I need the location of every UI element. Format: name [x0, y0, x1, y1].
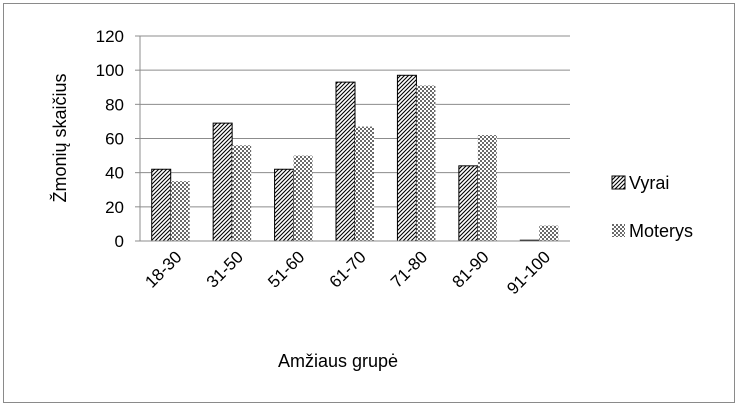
- y-tick-label: 100: [96, 61, 124, 80]
- y-tick-label: 40: [105, 164, 124, 183]
- legend-swatch-moterys: [612, 224, 625, 237]
- y-tick-label: 0: [115, 232, 124, 251]
- x-tick-label: 61-70: [326, 247, 370, 291]
- x-tick-label: 31-50: [203, 247, 247, 291]
- x-axis-title: Amžiaus grupė: [278, 351, 398, 371]
- y-tick-label: 80: [105, 95, 124, 114]
- bar-vyrai-61-70: [335, 81, 356, 242]
- bar-moterys-18-30: [170, 181, 190, 241]
- y-tick-label: 20: [105, 198, 124, 217]
- bar-vyrai-81-90: [458, 165, 479, 242]
- gridlines: [140, 35, 570, 208]
- bar-vyrai-31-50: [212, 122, 233, 242]
- bar-moterys-71-80: [416, 85, 436, 242]
- axes: [135, 35, 570, 242]
- legend: Vyrai Moterys: [611, 173, 693, 241]
- x-tick-label: 18-30: [141, 247, 185, 291]
- y-tick-label: 120: [96, 27, 124, 46]
- legend-label-vyrai: Vyrai: [629, 173, 669, 193]
- y-tick-labels: 0 20 40 60 80 100 120: [96, 27, 124, 251]
- bar-moterys-31-50: [232, 145, 252, 241]
- x-tick-label: 51-60: [264, 247, 308, 291]
- bar-vyrai-18-30: [151, 168, 172, 242]
- bar-moterys-51-60: [293, 155, 313, 241]
- bar-vyrai-71-80: [396, 74, 417, 242]
- x-tick-label: 91-100: [503, 247, 554, 298]
- legend-label-moterys: Moterys: [629, 221, 693, 241]
- y-axis-title: Žmonių skaičius: [50, 73, 70, 202]
- x-tick-label: 81-90: [449, 247, 493, 291]
- x-tick-label: 71-80: [387, 247, 431, 291]
- bar-moterys-91-100: [539, 225, 559, 241]
- bar-moterys-61-70: [355, 126, 374, 241]
- legend-swatch-vyrai: [611, 175, 626, 190]
- bars: [151, 74, 559, 242]
- bar-moterys-81-90: [477, 135, 497, 241]
- bar-vyrai-51-60: [274, 168, 295, 242]
- y-tick-label: 60: [105, 130, 124, 149]
- x-tick-labels: 18-30 31-50 51-60 61-70 71-80 81-90 91-100: [141, 247, 554, 298]
